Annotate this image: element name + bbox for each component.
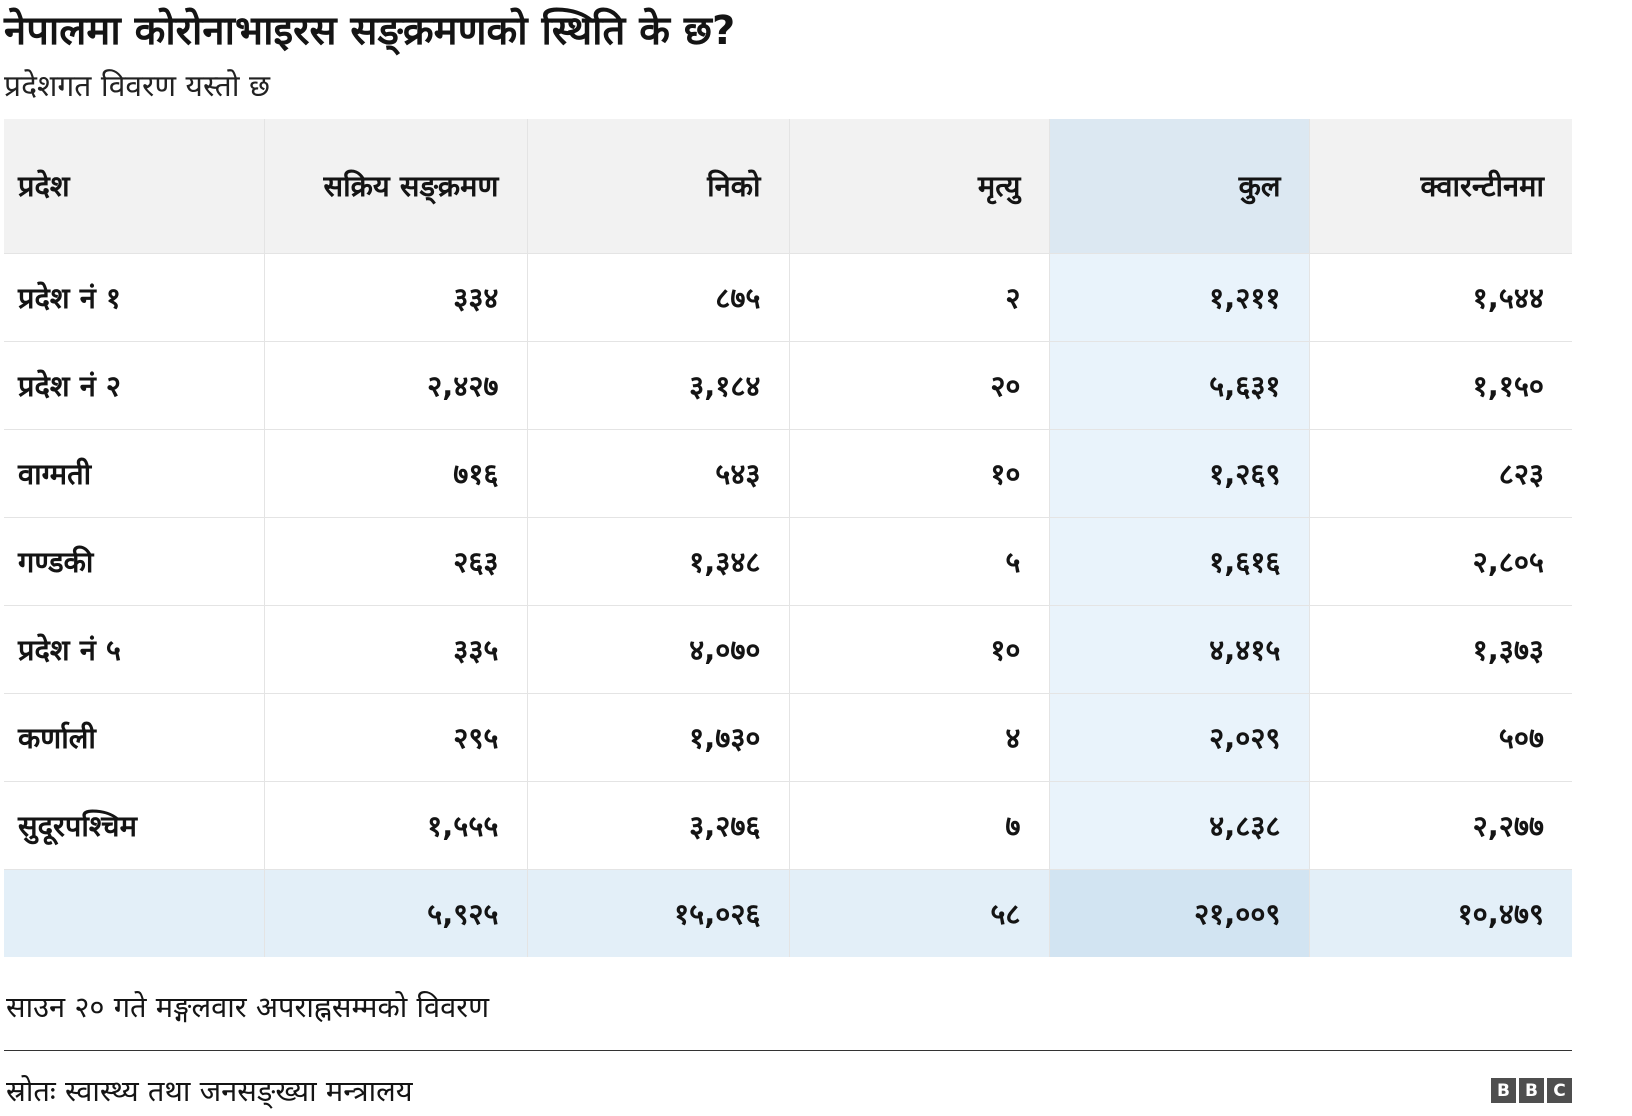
data-table: प्रदेश सक्रिय सङ्क्रमण निको मृत्यु कुल क…	[4, 119, 1572, 957]
cell-deaths: २०	[788, 340, 1050, 430]
bbc-logo-block-c: C	[1547, 1078, 1572, 1103]
column-header-recovered: निको	[526, 119, 790, 254]
cell-total-total: २१,००९	[1048, 868, 1310, 957]
cell-province-total	[4, 868, 265, 957]
cell-province: प्रदेश नं २	[4, 340, 265, 430]
cell-province: सुदूरपश्चिम	[4, 780, 265, 870]
divider	[4, 1050, 1572, 1051]
cell-active: २६३	[263, 516, 528, 606]
cell-recovered: १,७३०	[526, 692, 790, 782]
cell-recovered: ५४३	[526, 428, 790, 518]
cell-deaths: ७	[788, 780, 1050, 870]
cell-active: ३३५	[263, 604, 528, 694]
cell-quarantine: ५०७	[1308, 692, 1572, 782]
column-header-province: प्रदेश	[4, 119, 265, 254]
cell-recovered: ३,१८४	[526, 340, 790, 430]
cell-province: गण्डकी	[4, 516, 265, 606]
cell-total: १,२११	[1048, 252, 1310, 342]
table-row: सुदूरपश्चिम १,५५५ ३,२७६ ७ ४,८३८ २,२७७	[4, 780, 1572, 870]
cell-deaths: १०	[788, 604, 1050, 694]
chart-title: नेपालमा कोरोनाभाइरस सङ्क्रमणको स्थिति के…	[4, 8, 736, 54]
cell-recovered: ४,०७०	[526, 604, 790, 694]
cell-deaths-total: ५८	[788, 868, 1050, 957]
cell-deaths: १०	[788, 428, 1050, 518]
source-row: स्रोतः स्वास्थ्य तथा जनसङ्ख्या मन्त्रालय…	[4, 1071, 1572, 1110]
column-header-active: सक्रिय सङ्क्रमण	[263, 119, 528, 254]
cell-deaths: ४	[788, 692, 1050, 782]
table-row: प्रदेश नं १ ३३४ ८७५ २ १,२११ १,५४४	[4, 252, 1572, 342]
cell-active-total: ५,९२५	[263, 868, 528, 957]
cell-total: २,०२९	[1048, 692, 1310, 782]
cell-recovered: १,३४८	[526, 516, 790, 606]
cell-total: ४,४१५	[1048, 604, 1310, 694]
cell-active: २,४२७	[263, 340, 528, 430]
cell-recovered-total: १५,०२६	[526, 868, 790, 957]
totals-row: ५,९२५ १५,०२६ ५८ २१,००९ १०,४७९	[4, 868, 1572, 957]
cell-total: १,६१६	[1048, 516, 1310, 606]
table-row: कर्णाली २९५ १,७३० ४ २,०२९ ५०७	[4, 692, 1572, 782]
cell-province: प्रदेश नं ५	[4, 604, 265, 694]
column-header-total: कुल	[1048, 119, 1310, 254]
cell-quarantine: १,१५०	[1308, 340, 1572, 430]
cell-province: प्रदेश नं १	[4, 252, 265, 342]
source-text: स्रोतः स्वास्थ्य तथा जनसङ्ख्या मन्त्रालय	[6, 1074, 413, 1108]
bbc-logo-block-b2: B	[1519, 1078, 1544, 1103]
cell-total: १,२६९	[1048, 428, 1310, 518]
bbc-logo: B B C	[1491, 1078, 1572, 1103]
cell-active: १,५५५	[263, 780, 528, 870]
cell-province: वाग्मती	[4, 428, 265, 518]
cell-quarantine: १,३७३	[1308, 604, 1572, 694]
cell-quarantine: २,८०५	[1308, 516, 1572, 606]
cell-quarantine-total: १०,४७९	[1308, 868, 1572, 957]
table-row: गण्डकी २६३ १,३४८ ५ १,६१६ २,८०५	[4, 516, 1572, 606]
cell-quarantine: १,५४४	[1308, 252, 1572, 342]
chart-subtitle: प्रदेशगत विवरण यस्तो छ	[4, 69, 271, 104]
cell-recovered: ८७५	[526, 252, 790, 342]
column-header-quarantine: क्वारन्टीनमा	[1308, 119, 1572, 254]
cell-total: ५,६३१	[1048, 340, 1310, 430]
cell-active: ३३४	[263, 252, 528, 342]
table-row: प्रदेश नं २ २,४२७ ३,१८४ २० ५,६३१ १,१५०	[4, 340, 1572, 430]
cell-active: २९५	[263, 692, 528, 782]
table-row: वाग्मती ७१६ ५४३ १० १,२६९ ८२३	[4, 428, 1572, 518]
cell-deaths: ५	[788, 516, 1050, 606]
cell-deaths: २	[788, 252, 1050, 342]
cell-recovered: ३,२७६	[526, 780, 790, 870]
table-row: प्रदेश नं ५ ३३५ ४,०७० १० ४,४१५ १,३७३	[4, 604, 1572, 694]
cell-quarantine: २,२७७	[1308, 780, 1572, 870]
column-header-deaths: मृत्यु	[788, 119, 1050, 254]
cell-active: ७१६	[263, 428, 528, 518]
cell-province: कर्णाली	[4, 692, 265, 782]
footnote: साउन २० गते मङ्गलवार अपराह्नसम्मको विवरण	[6, 990, 490, 1024]
cell-quarantine: ८२३	[1308, 428, 1572, 518]
bbc-logo-block-b1: B	[1491, 1078, 1516, 1103]
cell-total: ४,८३८	[1048, 780, 1310, 870]
header-row: प्रदेश सक्रिय सङ्क्रमण निको मृत्यु कुल क…	[4, 119, 1572, 254]
